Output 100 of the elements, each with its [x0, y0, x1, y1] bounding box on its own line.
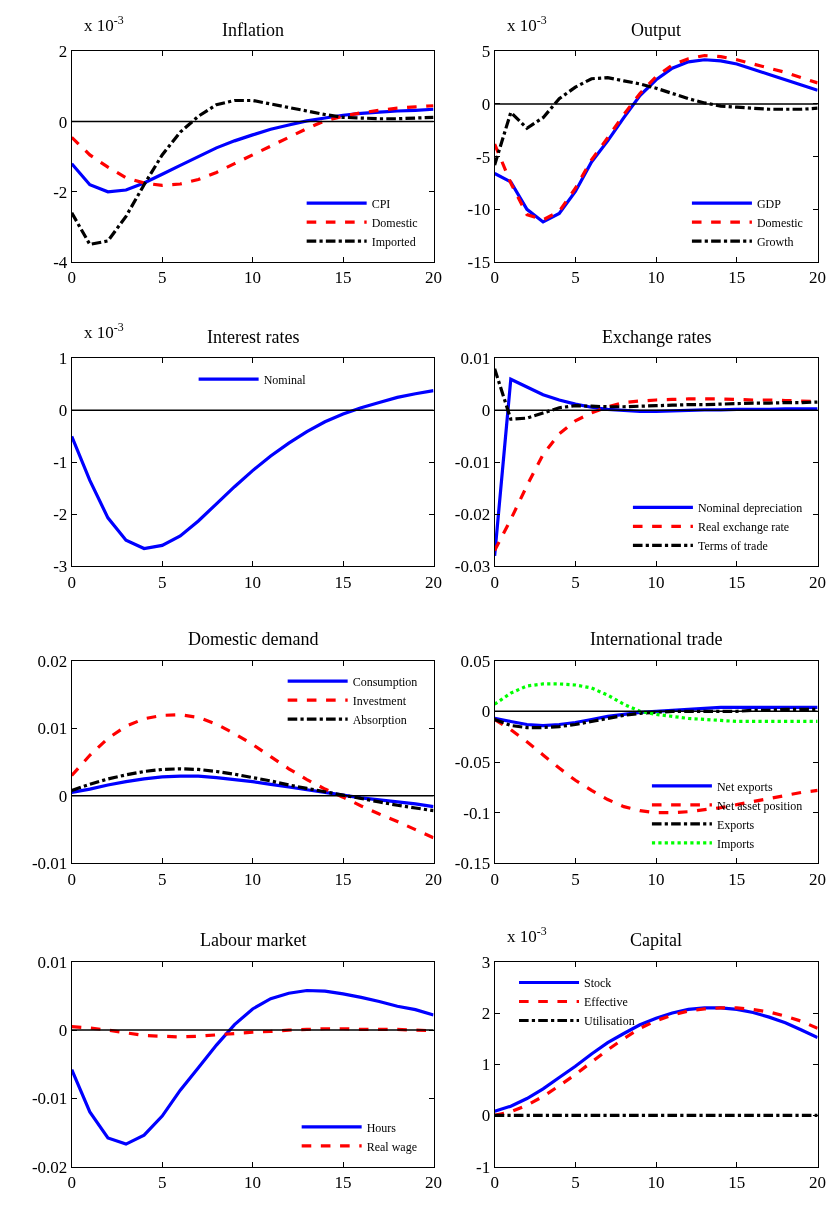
x-tick-label: 10 — [647, 268, 665, 288]
legend-label: Nominal — [263, 372, 307, 387]
legend-label: Hours — [366, 1120, 397, 1135]
y-tick-label: -4 — [53, 252, 68, 272]
x-tick-label: 20 — [809, 572, 827, 592]
y-tick-label: -10 — [467, 200, 491, 220]
chart-title: International trade — [590, 629, 723, 649]
x-tick-label: 20 — [425, 572, 443, 592]
y-tick-label: 1 — [481, 1055, 491, 1075]
y-tick-label: 0.01 — [37, 952, 68, 972]
y-tick-label: -2 — [53, 182, 68, 202]
legend-label: Net exports — [716, 779, 773, 794]
legend-label: Imported — [371, 234, 416, 249]
x-tick-label: 15 — [334, 1172, 352, 1192]
legend-label: Effective — [584, 995, 628, 1010]
chart-title: Interest rates — [207, 327, 300, 347]
legend-label: Real exchange rate — [697, 520, 790, 535]
x-tick-label: 15 — [334, 572, 352, 592]
y-tick-label: 0 — [58, 786, 68, 806]
line-series — [71, 389, 434, 551]
y-tick-label: -5 — [476, 147, 491, 167]
x-tick-label: 5 — [571, 1172, 580, 1192]
x-tick-label: 5 — [571, 268, 580, 288]
line-series — [71, 713, 434, 840]
y-tick-label: 0 — [481, 94, 491, 114]
y-tick-label: 0 — [481, 1106, 491, 1126]
x-tick-label: 5 — [157, 268, 167, 288]
legend-label: Growth — [756, 234, 794, 249]
y-tick-label: -15 — [467, 252, 491, 272]
chart-title: Exchange rates — [602, 327, 712, 347]
x-tick-label: 20 — [425, 1172, 443, 1192]
x-tick-label: 15 — [334, 268, 352, 288]
chart-title: Labour market — [200, 930, 307, 950]
y-tick-label: -0.03 — [454, 557, 491, 577]
x-tick-label: 10 — [647, 1172, 665, 1192]
y-tick-label: 0 — [481, 401, 491, 421]
y-tick-label: -0.01 — [454, 453, 491, 473]
legend-label: Real wage — [366, 1139, 417, 1154]
x-tick-label: 10 — [244, 869, 262, 889]
text: x 10$^{-3}$ — [84, 13, 124, 36]
y-tick-label: -1 — [476, 1157, 491, 1177]
legend-label: Exports — [716, 817, 755, 832]
y-tick-label: -0.05 — [454, 752, 491, 772]
legend-label: CPI — [371, 196, 391, 211]
y-tick-label: -3 — [53, 557, 68, 577]
legend-label: Terms of trade — [697, 539, 768, 554]
y-tick-label: 0 — [58, 112, 68, 132]
x-tick-label: 15 — [728, 1172, 746, 1192]
chart-title: Inflation — [222, 20, 284, 40]
text: x 10$^{-3}$ — [84, 320, 124, 343]
x-tick-label: 10 — [244, 572, 262, 592]
x-tick-label: 5 — [157, 869, 167, 889]
y-tick-label: -2 — [53, 505, 68, 525]
x-tick-label: 20 — [809, 268, 827, 288]
chart-title: Capital — [630, 930, 682, 950]
x-tick-label: 20 — [425, 268, 443, 288]
y-tick-label: 0.02 — [37, 651, 68, 671]
x-tick-label: 15 — [728, 268, 746, 288]
x-tick-label: 15 — [728, 572, 746, 592]
legend-label: Domestic — [371, 215, 418, 230]
y-tick-label: 2 — [481, 1003, 491, 1023]
chart-title: Output — [631, 20, 682, 40]
x-tick-label: 5 — [157, 572, 167, 592]
x-tick-label: 20 — [809, 1172, 827, 1192]
y-tick-label: 3 — [481, 952, 491, 972]
x-tick-label: 5 — [571, 869, 580, 889]
x-tick-label: 5 — [157, 1172, 167, 1192]
legend-label: Utilisation — [584, 1014, 635, 1029]
y-tick-label: 0.01 — [460, 349, 491, 369]
y-tick-label: 0 — [58, 1021, 68, 1041]
x-tick-label: 20 — [809, 869, 827, 889]
legend-label: Stock — [584, 976, 612, 991]
x-tick-label: 10 — [647, 869, 665, 889]
text: x 10$^{-3}$ — [507, 13, 547, 36]
y-tick-label: 2 — [58, 42, 68, 62]
legend-label: GDP — [756, 196, 782, 211]
y-tick-label: -1 — [53, 453, 68, 473]
legend-label: Nominal depreciation — [697, 501, 803, 516]
x-tick-label: 20 — [425, 869, 443, 889]
x-tick-label: 15 — [728, 869, 746, 889]
legend-label: Consumption — [352, 674, 418, 689]
y-tick-label: -0.02 — [454, 505, 491, 525]
y-tick-label: 5 — [481, 42, 491, 62]
y-tick-label: 0 — [481, 702, 491, 722]
legend-label: Domestic — [756, 215, 803, 230]
x-tick-label: 10 — [647, 572, 665, 592]
chart-title: Domestic demand — [188, 629, 319, 649]
y-tick-label: -0.1 — [463, 803, 491, 823]
y-tick-label: -0.01 — [31, 854, 68, 874]
y-tick-label: 0.01 — [37, 719, 68, 739]
y-tick-label: 0 — [58, 401, 68, 421]
y-tick-label: 1 — [58, 349, 68, 369]
y-tick-label: -0.02 — [31, 1157, 68, 1177]
legend-label: Net asset position — [716, 798, 803, 813]
x-tick-label: 5 — [571, 572, 580, 592]
y-tick-label: -0.01 — [31, 1089, 68, 1109]
y-tick-label: 0.05 — [460, 651, 491, 671]
x-tick-label: 10 — [244, 268, 262, 288]
text: x 10$^{-3}$ — [507, 924, 547, 947]
legend-label: Imports — [716, 836, 755, 851]
